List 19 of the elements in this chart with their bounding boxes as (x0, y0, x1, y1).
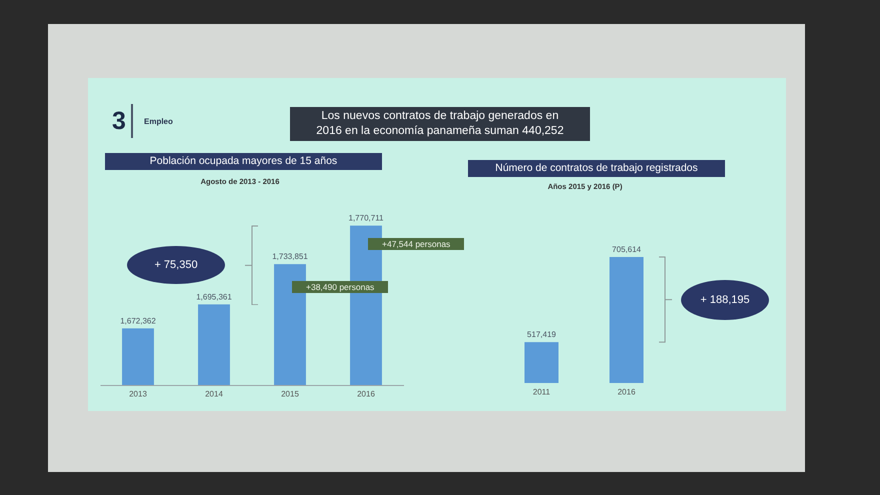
x-tick-label: 2015 (281, 390, 300, 398)
text: + 188,195 (699, 292, 751, 307)
text: Los nuevos contratos de trabajo generados en 2016 en la economía panameña suman 440,252 (290, 107, 590, 141)
data-label: 1,770,711 (348, 214, 384, 223)
text: Empleo (144, 117, 173, 126)
x-tick-label: 2016 (357, 390, 376, 398)
chart-title: Población ocupada mayores de 15 años (105, 153, 382, 170)
x-tick-label: 2011 (532, 388, 550, 396)
x-tick-label: 2014 (205, 390, 224, 398)
annotation: + 75,350 (153, 258, 199, 272)
data-label: 1,672,362 (120, 316, 156, 326)
x-tick-label: 2013 (129, 390, 148, 398)
chart-title: Número de contratos de trabajo registrados (468, 160, 725, 177)
data-label: 705,614 (612, 244, 642, 254)
data-label: 517,419 (526, 330, 556, 340)
x-tick-label: 2016 (617, 388, 636, 396)
text: 3 (112, 107, 126, 135)
data-label: 1,695,361 (196, 292, 232, 302)
data-label: 1,733,851 (272, 252, 308, 262)
